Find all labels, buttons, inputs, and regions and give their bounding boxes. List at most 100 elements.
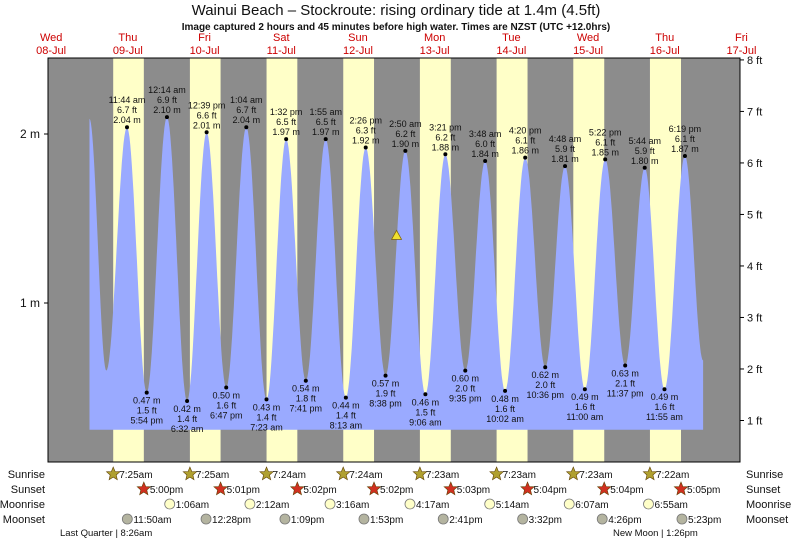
- tide-low-ft-label: 1.6 ft: [495, 404, 516, 414]
- tide-low-ft-label: 1.8 ft: [296, 394, 317, 404]
- tide-low-m-label: 0.57 m: [372, 379, 400, 389]
- sunrise-star-icon: [489, 466, 505, 481]
- extreme-labels: 11:44 am6.7 ft2.04 m0.47 m1.5 ft5:54 pm1…: [109, 85, 702, 434]
- tide-low-point: [503, 388, 508, 393]
- x-tick-date: 12-Jul: [343, 45, 373, 57]
- x-tick-day: Mon: [424, 32, 445, 44]
- sunset-time: 5:04pm: [610, 485, 643, 496]
- y-right-tick-label: 4 ft: [747, 261, 762, 273]
- plot-area: [47, 57, 741, 463]
- moonset-time: 3:32pm: [529, 515, 562, 526]
- sunrise-star-icon: [412, 466, 428, 481]
- sunset-time: 5:02pm: [303, 485, 336, 496]
- moonset-time: 11:50am: [133, 515, 171, 526]
- moonrise-moon-icon: [563, 498, 575, 510]
- sunrise-time: 7:24am: [349, 470, 382, 481]
- sunset-time: 5:01pm: [227, 485, 260, 496]
- tide-low-time-label: 7:41 pm: [290, 404, 323, 414]
- sunset-time: 5:02pm: [380, 485, 413, 496]
- x-tick-date: 14-Jul: [496, 45, 526, 57]
- tide-high-time-label: 2:50 am: [389, 119, 422, 129]
- tide-high-ft-label: 5.9 ft: [555, 144, 576, 154]
- sunrise-star-icon: [335, 466, 351, 481]
- tide-low-m-label: 0.48 m: [491, 394, 519, 404]
- moonset-moon-icon: [200, 513, 212, 525]
- y-left-tick-label: 2 m: [20, 127, 40, 141]
- current-tide-marker: [390, 229, 403, 240]
- tide-high-m-label: 1.92 m: [352, 136, 380, 146]
- tide-low-time-label: 11:55 am: [646, 412, 683, 422]
- moonset-row-label-left: Moonset: [3, 514, 45, 526]
- x-tick-date: 15-Jul: [573, 45, 603, 57]
- sunrise-star-icon: [105, 466, 121, 481]
- moonset-time: 12:28pm: [212, 515, 251, 526]
- tide-high-time-label: 5:22 pm: [589, 127, 622, 137]
- sunset-time: 5:03pm: [457, 485, 490, 496]
- moonrise-moon-icon: [164, 498, 176, 510]
- x-tick-date: 08-Jul: [36, 45, 66, 57]
- tide-low-point: [144, 390, 149, 395]
- tide-high-m-label: 1.81 m: [551, 154, 579, 164]
- x-tick-day: Sun: [348, 32, 368, 44]
- sunset-star-icon: [443, 481, 459, 496]
- tide-high-point: [244, 125, 249, 130]
- tide-low-time-label: 8:13 am: [330, 421, 363, 431]
- tide-low-time-label: 11:00 am: [566, 412, 603, 422]
- moonrise-moon-icon: [244, 498, 256, 510]
- moonset-moon-icon: [121, 513, 133, 525]
- tide-low-m-label: 0.47 m: [133, 396, 161, 406]
- tide-high-point: [284, 137, 289, 142]
- tide-high-time-label: 1:55 am: [309, 107, 342, 117]
- moonset-time: 2:41pm: [449, 515, 482, 526]
- x-tick-day: Thu: [655, 32, 674, 44]
- y-right-tick-label: 7 ft: [747, 106, 762, 118]
- tide-high-point: [603, 157, 608, 162]
- tide-low-m-label: 0.46 m: [412, 397, 440, 407]
- axes: Wed08-JulThu09-JulFri10-JulSat11-JulSun1…: [20, 32, 762, 427]
- x-tick-date: 09-Jul: [113, 45, 143, 57]
- moonset-time: 1:53pm: [370, 515, 403, 526]
- tide-low-m-label: 0.63 m: [611, 369, 639, 379]
- tide-low-point: [582, 387, 587, 392]
- tide-low-time-label: 9:35 pm: [449, 394, 482, 404]
- tide-low-point: [185, 399, 190, 404]
- sunrise-star-icon: [182, 466, 198, 481]
- tide-high-point: [323, 137, 328, 142]
- tide-high-ft-label: 6.0 ft: [475, 139, 496, 149]
- tide-high-m-label: 1.80 m: [631, 156, 659, 166]
- tide-low-ft-label: 1.6 ft: [575, 402, 596, 412]
- sunrise-time: 7:23am: [426, 470, 459, 481]
- moonrise-row-label-right: Moonrise: [746, 499, 791, 511]
- tide-high-ft-label: 6.2 ft: [395, 129, 416, 139]
- tide-low-m-label: 0.50 m: [212, 391, 240, 401]
- tide-low-time-label: 6:47 pm: [210, 411, 243, 421]
- moonset-moon-icon: [517, 513, 529, 525]
- tide-high-time-label: 12:39 pm: [188, 100, 226, 110]
- tide-low-m-label: 0.60 m: [452, 374, 480, 384]
- tide-low-point: [343, 395, 348, 400]
- tide-high-time-label: 11:44 am: [109, 95, 146, 105]
- tide-high-m-label: 1.97 m: [272, 127, 300, 137]
- tide-high-point: [642, 165, 647, 170]
- tide-high-m-label: 1.87 m: [671, 144, 699, 154]
- tide-high-ft-label: 6.1 ft: [595, 137, 616, 147]
- tide-low-ft-label: 1.5 ft: [415, 407, 436, 417]
- tide-high-point: [363, 145, 368, 150]
- tide-high-ft-label: 6.6 ft: [197, 110, 218, 120]
- sunset-star-icon: [136, 481, 152, 496]
- tide-high-time-label: 1:32 pm: [270, 107, 303, 117]
- tide-low-ft-label: 1.9 ft: [376, 389, 397, 399]
- tide-low-ft-label: 1.5 ft: [137, 406, 158, 416]
- tide-high-ft-label: 5.9 ft: [635, 146, 656, 156]
- tide-high-point: [682, 153, 687, 158]
- tide-high-point: [204, 130, 209, 135]
- moonset-moon-icon: [596, 513, 608, 525]
- sunset-star-icon: [673, 481, 689, 496]
- tide-low-ft-label: 1.4 ft: [256, 412, 277, 422]
- plot-frame: [47, 57, 741, 463]
- tide-low-ft-label: 2.1 ft: [615, 379, 636, 389]
- tide-high-m-label: 1.90 m: [392, 139, 420, 149]
- sunrise-time: 7:23am: [503, 470, 536, 481]
- sunrise-time: 7:25am: [119, 470, 152, 481]
- x-tick-day: Thu: [118, 32, 137, 44]
